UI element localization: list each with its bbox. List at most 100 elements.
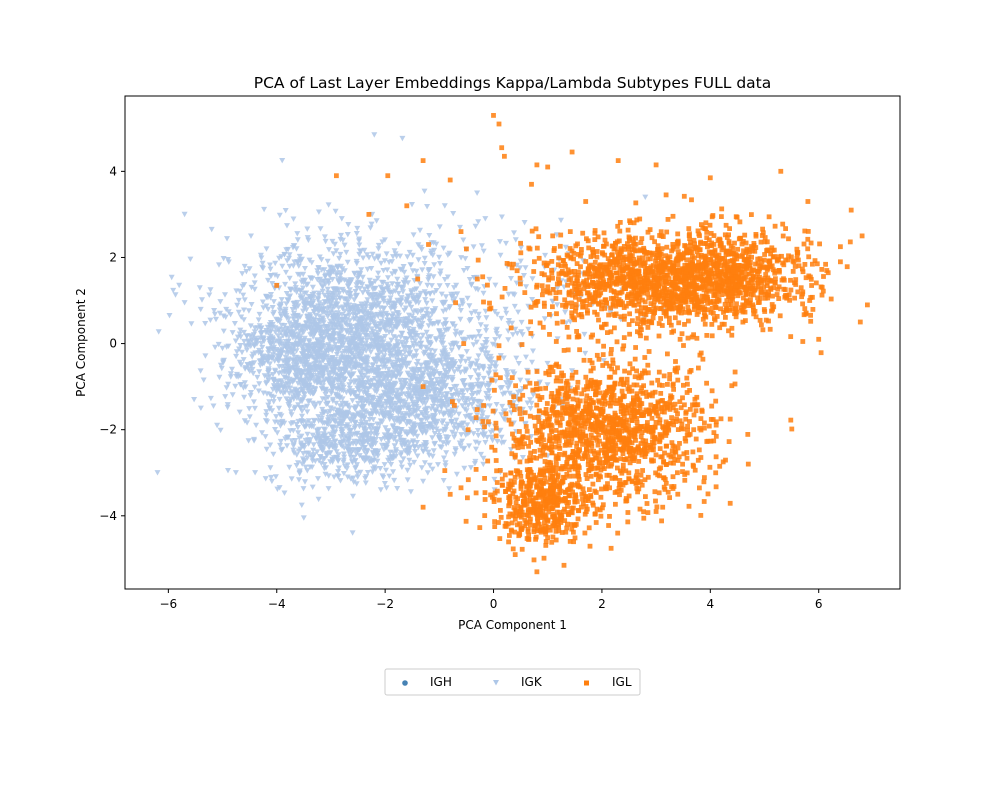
point-igk	[363, 317, 370, 323]
point-igk	[352, 465, 359, 472]
point-igk	[300, 515, 307, 521]
point-igk	[396, 432, 403, 438]
point-igk	[424, 204, 431, 210]
point-igl	[656, 333, 662, 339]
point-igk	[432, 408, 439, 415]
point-igl	[680, 278, 686, 283]
point-igk	[434, 394, 441, 400]
point-igk	[395, 363, 402, 370]
point-igk	[411, 459, 418, 466]
point-igk	[356, 248, 363, 254]
point-igk	[247, 393, 254, 399]
point-igk	[440, 308, 447, 315]
point-igk	[285, 363, 292, 370]
point-igk	[358, 324, 365, 330]
point-igk	[196, 285, 203, 291]
point-igk	[259, 299, 266, 305]
point-igk	[335, 465, 342, 471]
point-igk	[435, 381, 442, 387]
point-igk	[220, 313, 227, 319]
point-igl	[584, 277, 589, 283]
point-igk	[436, 224, 443, 230]
point-igl	[574, 278, 580, 284]
point-igk	[414, 273, 421, 280]
point-igk	[256, 369, 263, 375]
point-igk	[220, 328, 227, 334]
point-igl	[767, 326, 773, 332]
point-igl	[639, 327, 644, 332]
point-igk	[410, 374, 417, 380]
point-igk	[387, 405, 394, 412]
point-igk	[370, 319, 377, 326]
point-igk	[376, 346, 383, 352]
point-igk	[512, 326, 519, 333]
point-igk	[387, 306, 394, 312]
point-igk	[453, 471, 460, 478]
point-igk	[424, 397, 431, 403]
point-igk	[295, 430, 302, 436]
point-igk	[502, 306, 509, 313]
point-igk	[419, 320, 426, 327]
point-igk	[390, 369, 397, 376]
point-igk	[381, 258, 388, 264]
point-igk	[409, 268, 416, 274]
point-igk	[522, 265, 529, 271]
point-igk	[425, 449, 432, 455]
point-igk	[402, 324, 409, 330]
point-igk	[329, 303, 336, 310]
point-igk	[251, 436, 257, 443]
point-igk	[451, 451, 458, 458]
point-igk	[507, 380, 513, 386]
point-igk	[340, 438, 347, 444]
point-igk	[333, 293, 340, 299]
point-igk	[475, 315, 482, 322]
point-igl	[828, 296, 834, 302]
point-igk	[346, 343, 353, 349]
point-igl	[587, 283, 593, 288]
point-igk	[413, 362, 420, 368]
point-igk	[256, 311, 263, 318]
point-igk	[272, 325, 279, 331]
point-igk	[387, 449, 394, 455]
point-igk	[375, 242, 382, 249]
point-igk	[309, 484, 316, 490]
point-igk	[234, 302, 241, 309]
point-igl	[749, 254, 754, 260]
point-igk	[332, 301, 339, 307]
point-igk	[310, 424, 317, 430]
point-igk	[344, 232, 351, 238]
point-igk	[478, 399, 485, 405]
point-igk	[521, 273, 527, 279]
point-igk	[331, 286, 338, 292]
point-igk	[313, 321, 320, 328]
point-igk	[364, 365, 371, 371]
point-igl	[636, 299, 642, 304]
point-igk	[438, 391, 445, 398]
point-igk	[463, 368, 470, 374]
point-igl	[602, 285, 608, 291]
point-igl	[663, 279, 669, 285]
point-igk	[279, 418, 286, 425]
point-igk	[380, 414, 387, 420]
point-igk	[339, 237, 346, 244]
point-igk	[286, 263, 293, 270]
point-igk	[302, 464, 309, 470]
point-igk	[402, 399, 409, 406]
point-igk	[328, 265, 335, 271]
point-igl	[705, 301, 710, 306]
point-igl	[568, 255, 574, 261]
point-igl	[507, 261, 512, 267]
point-igl	[514, 268, 520, 274]
point-igk	[442, 394, 449, 400]
point-igk	[514, 330, 521, 337]
point-igk	[264, 374, 271, 381]
point-igk	[337, 378, 344, 385]
point-igk	[479, 410, 486, 416]
scatter-points	[154, 113, 870, 575]
point-igk	[356, 356, 363, 362]
point-igk	[225, 381, 232, 388]
point-igk	[310, 368, 317, 374]
point-igk	[322, 471, 329, 478]
point-igk	[311, 341, 318, 348]
